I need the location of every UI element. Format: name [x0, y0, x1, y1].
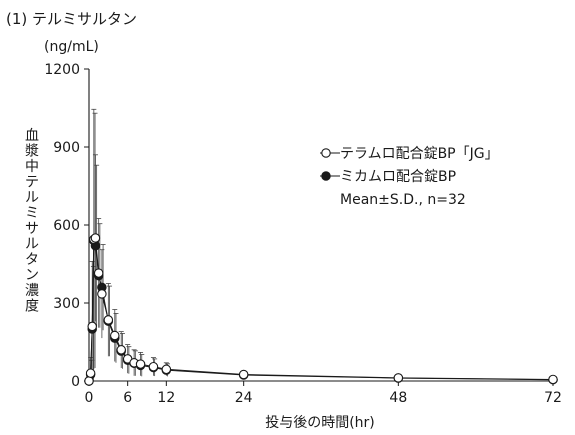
legend-entry-0: テラムロ配合錠BP「JG」: [340, 146, 499, 162]
y-axis-label-char: タ: [25, 252, 39, 268]
data-point-open: [97, 289, 107, 299]
y-axis-label-char: 中: [25, 159, 39, 175]
data-point-open: [87, 321, 97, 332]
plot-area: [84, 108, 558, 386]
y-axis-label: 血漿中テルミサルタン濃度: [25, 128, 39, 315]
y-axis-label-char: 度: [25, 299, 39, 315]
data-point-open: [135, 359, 146, 369]
series-line-0: [88, 237, 554, 382]
data-point-open: [90, 233, 101, 243]
x-tick-label: 48: [389, 390, 407, 406]
data-point-open: [103, 315, 114, 325]
y-axis-label-char: ン: [25, 268, 39, 284]
x-tick-label: 72: [544, 390, 562, 406]
chart-title: (1) テルミサルタン: [6, 10, 137, 28]
y-tick-label: 0: [71, 374, 80, 390]
data-point-open: [110, 330, 120, 341]
y-axis-label-char: 血: [25, 128, 39, 144]
series-line-1: [88, 240, 554, 382]
x-axis-label: 投与後の時間(hr): [265, 415, 375, 431]
legend: テラムロ配合錠BP「JG」 ミカムロ配合錠BP Mean±S.D., n=32: [320, 146, 499, 208]
y-axis-label-char: ル: [25, 237, 39, 253]
data-point-open: [548, 374, 558, 385]
x-tick-label: 24: [235, 390, 253, 406]
axes: 0 300 600 900 1200 0 6 12 24 48 72: [44, 62, 562, 406]
data-point-open: [85, 368, 96, 378]
legend-marker-filled: [321, 171, 331, 181]
data-point-open: [84, 376, 94, 386]
y-axis-label-char: 濃: [25, 283, 39, 299]
x-tick-label: 6: [123, 390, 132, 406]
y-axis-label-char: ミ: [25, 206, 39, 222]
data-point-open: [93, 268, 104, 278]
data-point-open: [116, 345, 126, 355]
data-point-open: [393, 373, 404, 383]
legend-note: Mean±S.D., n=32: [340, 192, 466, 208]
legend-entry-1: ミカムロ配合錠BP: [340, 169, 456, 185]
y-tick-label: 600: [53, 218, 80, 234]
data-point-open: [161, 364, 172, 375]
y-tick-label: 300: [53, 296, 80, 312]
x-tick-label: 12: [157, 390, 175, 406]
y-axis-label-char: ル: [25, 190, 39, 206]
y-axis-label-char: テ: [25, 175, 39, 191]
y-axis-label-char: サ: [25, 221, 39, 237]
data-point-open: [238, 369, 249, 380]
y-tick-label: 1200: [44, 62, 80, 78]
y-axis-label-char: 漿: [25, 144, 39, 160]
legend-marker-open: [321, 148, 331, 158]
y-tick-label: 900: [53, 140, 80, 156]
x-tick-label: 0: [85, 390, 94, 406]
data-point-open: [148, 361, 159, 372]
y-unit-label: (ng/mL): [44, 39, 99, 55]
